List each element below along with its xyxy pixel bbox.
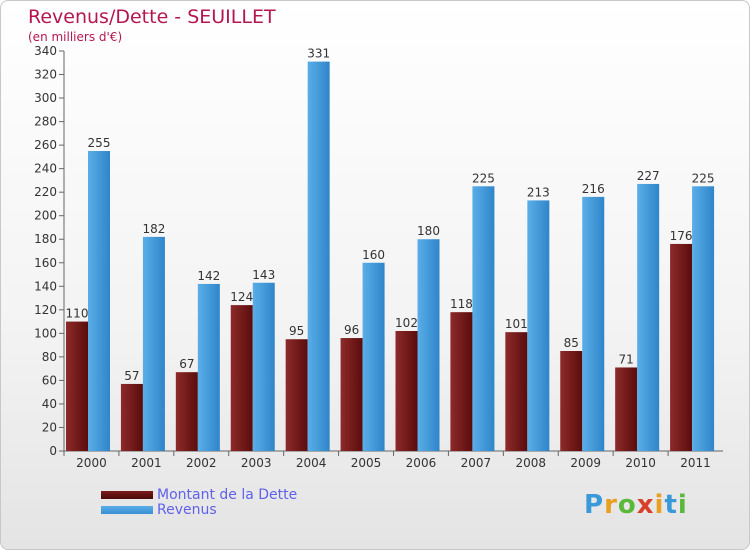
- x-tick-label: 2010: [625, 456, 656, 470]
- x-tick-label: 2008: [516, 456, 547, 470]
- logo-letter: i: [677, 490, 688, 520]
- x-tick-label: 2004: [296, 456, 327, 470]
- y-tick-label: 60: [42, 373, 57, 387]
- logo-letter: t: [664, 490, 678, 520]
- data-label-dette: 176: [670, 229, 693, 243]
- bar-revenus: [88, 151, 110, 451]
- logo-letter: o: [617, 490, 637, 520]
- data-label-revenus: 180: [417, 224, 440, 238]
- data-label-dette: 96: [344, 323, 359, 337]
- data-label-dette: 67: [179, 357, 194, 371]
- data-label-dette: 110: [66, 307, 89, 321]
- data-label-revenus: 225: [472, 171, 495, 185]
- bar-dette: [670, 243, 693, 451]
- data-label-dette: 85: [564, 336, 579, 350]
- data-label-dette: 71: [619, 352, 634, 366]
- chart-title: Revenus/Dette - SEUILLET: [28, 6, 276, 28]
- data-label-dette: 57: [124, 369, 139, 383]
- bar-dette: [175, 372, 198, 451]
- logo-letter: x: [636, 490, 655, 520]
- bar-revenus: [692, 186, 715, 451]
- bar-dette: [505, 332, 528, 451]
- bar-revenus: [472, 186, 495, 451]
- y-tick-label: 160: [34, 256, 57, 270]
- legend: Montant de la Dette Revenus: [101, 486, 298, 518]
- data-label-dette: 95: [289, 324, 304, 338]
- x-tick-label: 2009: [570, 456, 601, 470]
- x-tick-label: 2005: [351, 456, 382, 470]
- bar-dette: [66, 321, 88, 451]
- legend-label-dette: Montant de la Dette: [157, 486, 298, 503]
- bar-revenus: [362, 262, 385, 451]
- y-tick-label: 320: [34, 68, 57, 82]
- legend-label-revenus: Revenus: [157, 501, 217, 518]
- data-label-revenus: 160: [362, 248, 385, 262]
- legend-item-revenus: Revenus: [101, 501, 297, 518]
- bar-dette: [395, 331, 418, 451]
- x-tick-label: 2000: [76, 456, 107, 470]
- data-label-revenus: 182: [142, 222, 165, 236]
- bar-revenus: [527, 200, 550, 451]
- data-label-dette: 118: [450, 297, 473, 311]
- y-tick-label: 200: [34, 209, 57, 223]
- bar-dette: [560, 351, 583, 451]
- data-label-revenus: 225: [692, 171, 715, 185]
- logo-letter: r: [604, 490, 618, 520]
- data-label-revenus: 255: [88, 136, 111, 150]
- legend-swatch-revenus: [101, 505, 153, 514]
- y-tick-label: 80: [42, 350, 57, 364]
- bar-revenus: [307, 61, 330, 452]
- y-tick-label: 140: [34, 279, 57, 293]
- bar-revenus: [417, 239, 440, 451]
- bar-revenus: [142, 236, 165, 451]
- y-tick-label: 340: [34, 44, 57, 58]
- x-tick-label: 2001: [131, 456, 162, 470]
- x-tick-label: 2006: [406, 456, 437, 470]
- bar-dette: [230, 305, 253, 451]
- bar-revenus: [582, 196, 605, 451]
- y-tick-label: 280: [34, 115, 57, 129]
- data-label-revenus: 227: [637, 169, 660, 183]
- logo-letter: i: [654, 490, 665, 520]
- x-tick-label: 2011: [680, 456, 711, 470]
- bar-dette: [285, 339, 308, 451]
- data-label-dette: 102: [395, 316, 418, 330]
- data-label-revenus: 213: [527, 185, 550, 199]
- legend-item-dette: Montant de la Dette: [101, 486, 298, 503]
- y-tick-label: 300: [34, 91, 57, 105]
- y-tick-label: 120: [34, 303, 57, 317]
- proxiti-logo: Proxiti: [584, 490, 688, 520]
- data-label-revenus: 216: [582, 182, 605, 196]
- bar-revenus: [252, 282, 275, 451]
- data-label-revenus: 142: [197, 269, 220, 283]
- bar-revenus: [197, 283, 220, 451]
- y-tick-label: 180: [34, 232, 57, 246]
- bar-revenus: [637, 183, 660, 452]
- bar-dette: [120, 383, 143, 451]
- y-tick-label: 0: [49, 444, 57, 458]
- data-label-revenus: 143: [252, 268, 275, 282]
- x-tick-label: 2003: [241, 456, 272, 470]
- bar-dette: [340, 338, 363, 451]
- y-tick-label: 100: [34, 326, 57, 340]
- data-label-revenus: 331: [307, 47, 330, 61]
- bar-dette: [615, 367, 638, 451]
- y-tick-label: 260: [34, 138, 57, 152]
- data-label-dette: 124: [230, 290, 253, 304]
- logo-letter: P: [584, 490, 605, 520]
- bar-dette: [450, 312, 473, 451]
- y-tick-label: 40: [42, 397, 57, 411]
- legend-swatch-dette: [101, 490, 153, 499]
- data-label-dette: 101: [505, 317, 528, 331]
- x-tick-label: 2002: [186, 456, 217, 470]
- y-tick-label: 20: [42, 420, 57, 434]
- y-tick-label: 220: [34, 185, 57, 199]
- chart-subtitle: (en milliers d'€): [28, 30, 123, 44]
- x-tick-label: 2007: [461, 456, 492, 470]
- y-tick-label: 240: [34, 162, 57, 176]
